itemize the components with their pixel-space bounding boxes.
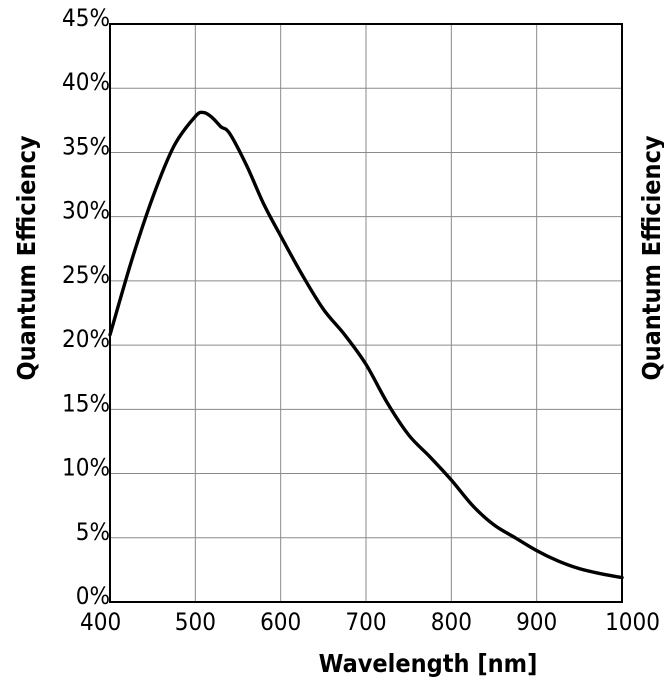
x-tick-label: 400	[80, 608, 121, 636]
series-line	[108, 110, 624, 580]
y-tick-labels: 0% 5% 10% 15% 20% 25% 30% 35% 40% 45%	[62, 4, 110, 610]
y-tick-label: 5%	[76, 518, 110, 546]
y-gridlines	[110, 87, 622, 539]
y-axis-title: Quantum Efficiency	[12, 135, 41, 380]
x-tick-label: 700	[345, 608, 386, 636]
y-tick-label: 30%	[62, 197, 110, 225]
x-gridlines	[194, 24, 538, 602]
x-tick-label: 600	[260, 608, 301, 636]
y-tick-label: 10%	[62, 454, 110, 482]
x-tick-label: 1000	[605, 608, 660, 636]
y-tick-label: 35%	[62, 132, 110, 160]
x-tick-label: 500	[175, 608, 216, 636]
x-axis-title: Wavelength [nm]	[319, 649, 538, 678]
x-tick-label: 900	[516, 608, 557, 636]
y-tick-label: 45%	[62, 4, 110, 32]
y-tick-label: 25%	[62, 261, 110, 289]
plot-frame	[109, 23, 623, 603]
y-tick-label: 0%	[76, 582, 110, 610]
y-tick-label: 15%	[62, 389, 110, 417]
y-tick-label: 20%	[62, 325, 110, 353]
x-tick-labels: 400 500 600 700 800 900 1000	[80, 608, 660, 636]
x-tick-label: 800	[431, 608, 472, 636]
y-tick-label: 40%	[62, 68, 110, 96]
right-panel-y-axis-title: Quantum Efficiency	[637, 135, 664, 380]
